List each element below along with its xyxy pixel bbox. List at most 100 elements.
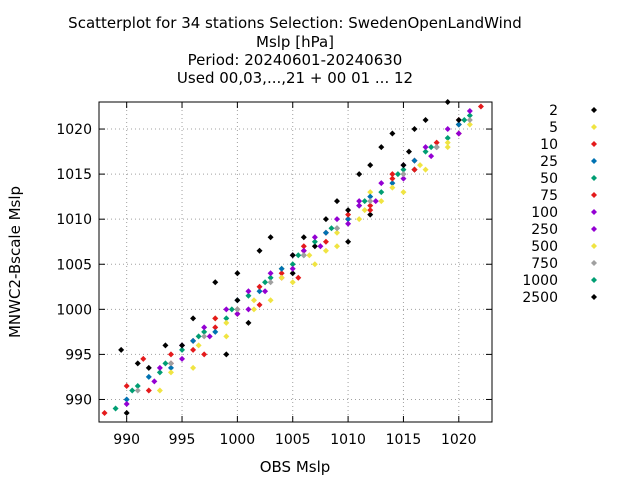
data-point-series-0 — [378, 144, 385, 151]
data-point-series-7 — [356, 198, 363, 205]
data-point-series-0 — [267, 234, 274, 241]
legend-label: 5 — [549, 120, 558, 136]
data-point-series-0 — [118, 346, 125, 353]
data-point-series-2 — [256, 301, 263, 308]
legend-marker — [591, 294, 597, 300]
data-point-series-0 — [345, 238, 352, 245]
legend-label: 50 — [540, 171, 558, 187]
data-point-series-6 — [300, 247, 307, 254]
data-point-series-0 — [256, 247, 263, 254]
data-point-series-1 — [378, 198, 385, 205]
data-point-series-9 — [466, 117, 473, 124]
title-line-2: Mslp [hPa] — [256, 33, 334, 51]
data-point-series-0 — [223, 351, 230, 358]
data-point-series-1 — [156, 387, 163, 394]
data-point-series-1 — [367, 189, 374, 196]
data-point-series-9 — [234, 306, 241, 313]
x-tick-label: 1010 — [330, 432, 366, 448]
y-axis-label: MNWC2-Bscale Mslp — [6, 186, 24, 338]
data-point-series-7 — [444, 126, 451, 133]
data-point-series-8 — [361, 207, 368, 214]
data-point-series-9 — [367, 198, 374, 205]
data-point-series-7 — [267, 270, 274, 277]
data-point-series-1 — [267, 297, 274, 304]
data-point-series-8 — [223, 319, 230, 326]
data-point-series-9 — [201, 333, 208, 340]
data-point-series-4 — [223, 315, 230, 322]
legend-label: 100 — [531, 205, 558, 221]
x-tick-label: 1015 — [386, 432, 422, 448]
x-tick-label: 1005 — [275, 432, 311, 448]
data-point-series-0 — [322, 216, 329, 223]
data-point-series-6 — [123, 400, 130, 407]
data-point-series-5 — [190, 346, 197, 353]
data-point-series-6 — [455, 130, 462, 137]
y-tick-label: 990 — [65, 392, 92, 408]
data-point-series-9 — [400, 171, 407, 178]
data-point-series-9 — [167, 360, 174, 367]
legend-label: 250 — [531, 222, 558, 238]
legend-marker — [591, 277, 597, 283]
plot-points — [101, 99, 484, 416]
data-point-series-1 — [356, 216, 363, 223]
data-point-series-9 — [134, 387, 141, 394]
data-point-series-1 — [422, 166, 429, 173]
data-point-series-5 — [411, 166, 418, 173]
y-tick-label: 1010 — [56, 212, 92, 228]
legend-label: 10 — [540, 137, 558, 153]
data-point-series-2 — [278, 270, 285, 277]
data-point-series-0 — [234, 270, 241, 277]
data-point-series-11 — [345, 207, 352, 214]
data-point-series-2 — [201, 351, 208, 358]
data-point-series-2 — [295, 274, 302, 281]
data-point-series-10 — [361, 198, 368, 205]
data-point-series-10 — [295, 252, 302, 259]
data-point-series-0 — [411, 126, 418, 133]
data-point-series-6 — [317, 243, 324, 250]
data-point-series-7 — [378, 180, 385, 187]
data-point-series-6 — [428, 153, 435, 160]
data-point-series-0 — [245, 319, 252, 326]
legend-marker — [591, 158, 597, 164]
data-point-series-11 — [179, 342, 186, 349]
data-point-series-5 — [345, 211, 352, 218]
data-point-series-3 — [278, 265, 285, 272]
data-point-series-5 — [167, 351, 174, 358]
data-point-series-8 — [250, 297, 257, 304]
y-axis-ticks: 990 995 1000 1005 1010 1015 1020 — [56, 122, 492, 408]
data-point-series-10 — [461, 117, 468, 124]
data-point-series-6 — [289, 265, 296, 272]
data-point-series-3 — [145, 373, 152, 380]
title-line-3: Period: 20240601-20240630 — [187, 51, 403, 69]
data-point-series-8 — [444, 139, 451, 146]
data-point-series-1 — [289, 279, 296, 286]
data-point-series-6 — [245, 306, 252, 313]
data-point-series-11 — [289, 252, 296, 259]
data-point-series-0 — [356, 171, 363, 178]
y-tick-label: 1015 — [56, 167, 92, 183]
data-point-series-3 — [455, 121, 462, 128]
legend-label: 500 — [531, 239, 558, 255]
data-point-series-10 — [328, 225, 335, 232]
data-point-series-1 — [311, 261, 318, 268]
data-point-series-0 — [422, 117, 429, 124]
data-point-series-8 — [195, 342, 202, 349]
data-point-series-9 — [334, 225, 341, 232]
x-tick-label: 995 — [169, 432, 196, 448]
data-point-series-7 — [245, 288, 252, 295]
data-point-series-10 — [394, 171, 401, 178]
grid — [99, 102, 492, 422]
legend-label: 25 — [540, 154, 558, 170]
data-point-series-4 — [179, 346, 186, 353]
data-point-series-4 — [311, 238, 318, 245]
data-point-series-3 — [411, 157, 418, 164]
data-point-series-10 — [262, 279, 269, 286]
data-point-series-4 — [267, 274, 274, 281]
data-point-series-11 — [400, 162, 407, 169]
title-line-4: Used 00,03,...,21 + 00 01 ... 12 — [176, 69, 414, 87]
data-point-series-7 — [201, 324, 208, 331]
data-point-series-10 — [428, 144, 435, 151]
legend-marker — [591, 226, 597, 232]
